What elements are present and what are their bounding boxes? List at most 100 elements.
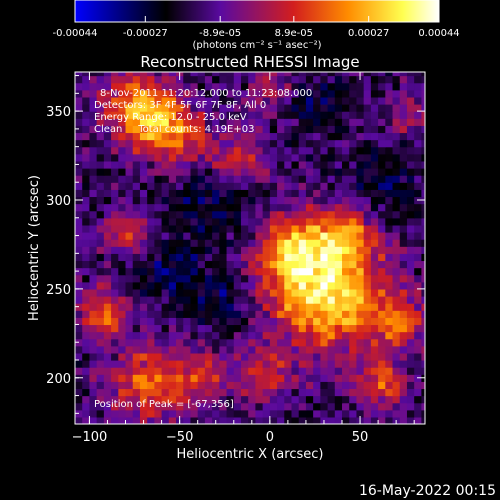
heatmap-cell xyxy=(421,217,425,226)
heatmap-cell xyxy=(96,288,105,297)
heatmap-cell xyxy=(406,310,415,318)
heatmap-cell xyxy=(277,111,285,119)
heatmap-cell xyxy=(89,118,98,126)
heatmap-cell xyxy=(385,203,394,212)
heatmap-cell xyxy=(132,239,141,247)
heatmap-cell xyxy=(161,409,170,418)
heatmap-cell xyxy=(269,274,278,283)
heatmap-cell xyxy=(284,96,293,105)
heatmap-cell xyxy=(103,338,112,347)
heatmap-cell xyxy=(320,360,329,368)
heatmap-cell xyxy=(349,182,358,190)
heatmap-cell xyxy=(334,189,343,198)
heatmap-cell xyxy=(103,118,112,126)
heatmap-cell xyxy=(356,168,365,176)
heatmap-cell xyxy=(291,118,300,126)
heatmap-cell xyxy=(248,111,257,119)
heatmap-cell xyxy=(356,402,365,411)
heatmap-cell xyxy=(349,374,358,382)
heatmap-cell xyxy=(342,125,350,134)
heatmap-cell xyxy=(89,402,98,411)
heatmap-cell xyxy=(342,274,350,283)
heatmap-cell xyxy=(82,153,91,162)
heatmap-cell xyxy=(132,360,141,368)
heatmap-cell xyxy=(233,168,242,176)
heatmap-cell xyxy=(168,388,177,397)
heatmap-cell xyxy=(103,182,112,190)
heatmap-cell xyxy=(342,182,350,190)
heatmap-cell xyxy=(183,153,192,162)
heatmap-cell xyxy=(414,331,422,340)
heatmap-cell xyxy=(183,132,192,141)
heatmap-cell xyxy=(370,118,379,126)
heatmap-cell xyxy=(197,232,206,240)
heatmap-cell xyxy=(176,260,184,269)
heatmap-cell xyxy=(269,345,278,354)
heatmap-cell xyxy=(154,331,163,340)
heatmap-cell xyxy=(240,416,249,424)
heatmap-cell xyxy=(385,82,394,91)
heatmap-cell xyxy=(399,168,408,176)
heatmap-cell xyxy=(82,118,91,126)
heatmap-cell xyxy=(262,416,271,424)
heatmap-cell xyxy=(212,324,220,333)
heatmap-cell xyxy=(277,267,285,276)
heatmap-cell xyxy=(75,367,83,375)
heatmap-cell xyxy=(197,139,206,148)
heatmap-cell xyxy=(226,153,235,162)
heatmap-cell xyxy=(161,260,170,269)
heatmap-cell xyxy=(334,72,343,77)
heatmap-cell xyxy=(298,416,307,424)
heatmap-cell xyxy=(125,125,134,134)
heatmap-cell xyxy=(96,409,105,418)
heatmap-cell xyxy=(399,338,408,347)
heatmap-cell xyxy=(363,296,372,304)
heatmap-cell xyxy=(327,246,336,254)
heatmap-cell xyxy=(255,153,264,162)
heatmap-cell xyxy=(262,324,271,333)
heatmap-cell xyxy=(204,345,213,354)
heatmap-cell xyxy=(363,89,372,98)
heatmap-cell xyxy=(176,210,184,219)
heatmap-cell xyxy=(125,72,134,77)
heatmap-cell xyxy=(96,118,105,126)
heatmap-cell xyxy=(421,168,425,176)
heatmap-cell xyxy=(327,203,336,212)
heatmap-cell xyxy=(392,96,401,105)
heatmap-cell xyxy=(147,217,155,226)
heatmap-cell xyxy=(89,274,98,283)
heatmap-cell xyxy=(327,253,336,262)
heatmap-cell xyxy=(262,296,271,304)
heatmap-cell xyxy=(89,388,98,397)
heatmap-cell xyxy=(298,281,307,290)
heatmap-cell xyxy=(82,416,91,424)
heatmap-cell xyxy=(132,96,141,105)
heatmap-cell xyxy=(139,360,148,368)
heatmap-cell xyxy=(392,182,401,190)
heatmap-cell xyxy=(139,153,148,162)
heatmap-cell xyxy=(240,139,249,148)
heatmap-cell xyxy=(342,331,350,340)
heatmap-cell xyxy=(125,367,134,375)
heatmap-cell xyxy=(197,160,206,169)
heatmap-cell xyxy=(414,381,422,390)
heatmap-cell xyxy=(111,360,119,368)
heatmap-cell xyxy=(255,96,264,105)
heatmap-cell xyxy=(226,296,235,304)
heatmap-cell xyxy=(356,281,365,290)
heatmap-cell xyxy=(132,210,141,219)
heatmap-cell xyxy=(334,409,343,418)
heatmap-cell xyxy=(414,189,422,198)
heatmap-cell xyxy=(132,352,141,361)
heatmap-cell xyxy=(240,232,249,240)
heatmap-cell xyxy=(197,381,206,390)
heatmap-cell xyxy=(305,274,314,283)
heatmap-cell xyxy=(226,89,235,98)
heatmap-cell xyxy=(183,338,192,347)
heatmap-cell xyxy=(327,146,336,155)
heatmap-cell xyxy=(421,111,425,119)
heatmap-cell xyxy=(204,217,213,226)
heatmap-cell xyxy=(118,96,127,105)
heatmap-cell xyxy=(342,175,350,183)
heatmap-cell xyxy=(334,196,343,205)
